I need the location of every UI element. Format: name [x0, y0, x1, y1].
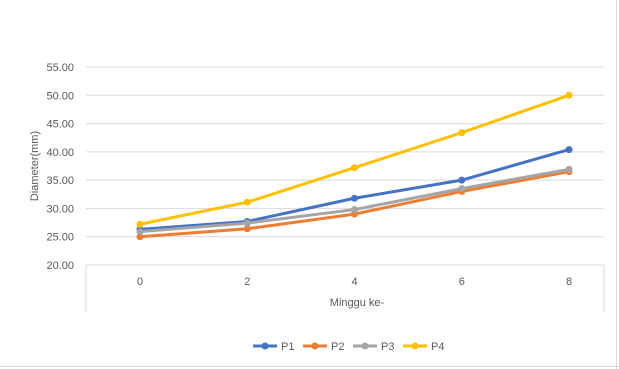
y-tick-label: 20.00	[46, 260, 74, 272]
y-tick-label: 25.00	[46, 232, 74, 244]
frame-edge-right	[616, 0, 617, 369]
data-point-p4	[243, 198, 251, 206]
legend-label-p2: P2	[331, 341, 344, 353]
y-axis: 20.00 25.00 30.00 35.00 40.00 45.00 50.00 55.00	[46, 62, 74, 272]
data-point-p1	[351, 194, 358, 202]
data-point-p2	[243, 225, 251, 233]
series-group	[136, 91, 573, 241]
frame-edge-bottom	[0, 366, 619, 367]
data-point-p3	[351, 206, 358, 214]
gridlines	[86, 66, 604, 266]
data-point-p3	[243, 219, 251, 227]
series-line-p4	[138, 93, 571, 226]
data-point-p1	[565, 146, 573, 154]
data-point-p4	[565, 91, 573, 99]
y-tick-label: 40.00	[46, 147, 74, 159]
data-point-p3	[136, 228, 144, 236]
legend-marker-p1	[261, 342, 269, 350]
data-point-p3	[565, 165, 573, 173]
data-point-p3	[458, 185, 466, 193]
y-tick-label: 50.00	[46, 90, 74, 102]
x-tick-label: 8	[566, 276, 572, 288]
legend-marker-p2	[311, 342, 319, 350]
x-tick-label: 4	[351, 276, 357, 288]
y-tick-label: 30.00	[46, 203, 74, 215]
data-point-p4	[458, 129, 466, 137]
x-axis: 0 2 4 6 8	[85, 265, 605, 312]
legend-marker-p3	[361, 342, 369, 350]
x-axis-title: Minggu ke-	[330, 297, 385, 309]
x-tick-label: 2	[244, 276, 250, 288]
legend-marker-p4	[411, 342, 419, 350]
y-tick-label: 55.00	[46, 62, 74, 74]
y-tick-label: 45.00	[46, 119, 74, 131]
data-point-p4	[136, 220, 144, 228]
legend: P1 P2 P3 P4	[253, 341, 444, 353]
legend-label-p1: P1	[281, 341, 294, 353]
y-tick-label: 35.00	[46, 175, 74, 187]
data-point-p2	[136, 233, 144, 241]
legend-label-p4: P4	[431, 341, 444, 353]
data-point-p4	[351, 164, 358, 172]
data-point-p1	[458, 176, 466, 184]
y-axis-title: Diameter(mm)	[29, 131, 41, 201]
legend-label-p3: P3	[381, 341, 394, 353]
x-tick-label: 0	[137, 276, 143, 288]
x-tick-label: 6	[459, 276, 465, 288]
